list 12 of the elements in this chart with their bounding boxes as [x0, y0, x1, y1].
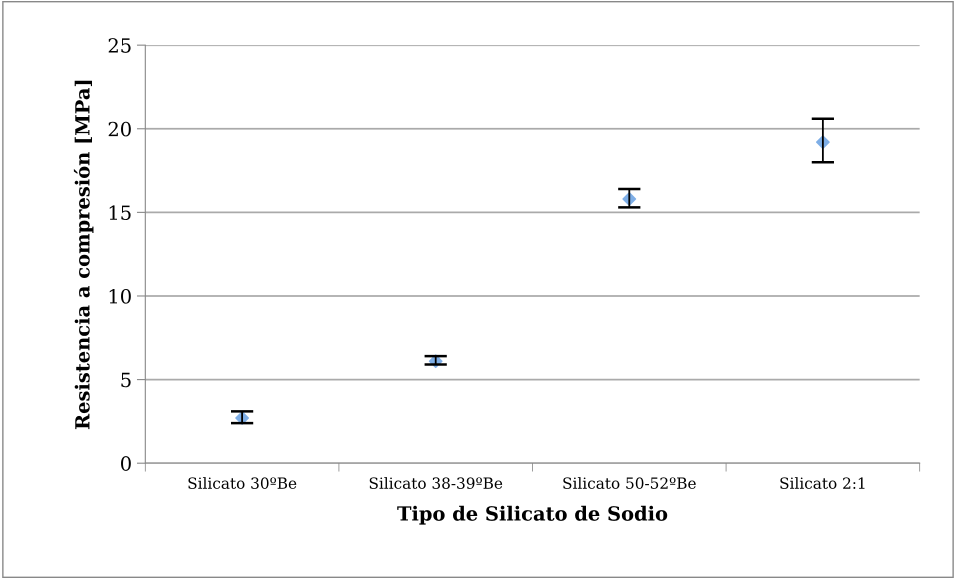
- y-tick-label: 20: [108, 122, 131, 136]
- y-tick-label: 5: [121, 372, 131, 388]
- y-tick-label: 15: [110, 205, 131, 220]
- x-tick-label: Silicato 38-39ºBe: [370, 477, 502, 489]
- x-tick-label: Silicato 30ºBe: [188, 477, 296, 489]
- y-tick-label: 10: [110, 288, 131, 304]
- y-tick-label: 0: [121, 456, 131, 471]
- x-axis-title: Tipo de Silicato de Sodio: [397, 506, 668, 525]
- y-tick-label: 25: [108, 38, 131, 53]
- y-axis-title: Resistencia a compresión [MPa]: [74, 80, 94, 430]
- x-tick-label: Silicato 2:1: [780, 477, 864, 489]
- x-tick-label: Silicato 50-52ºBe: [563, 477, 696, 489]
